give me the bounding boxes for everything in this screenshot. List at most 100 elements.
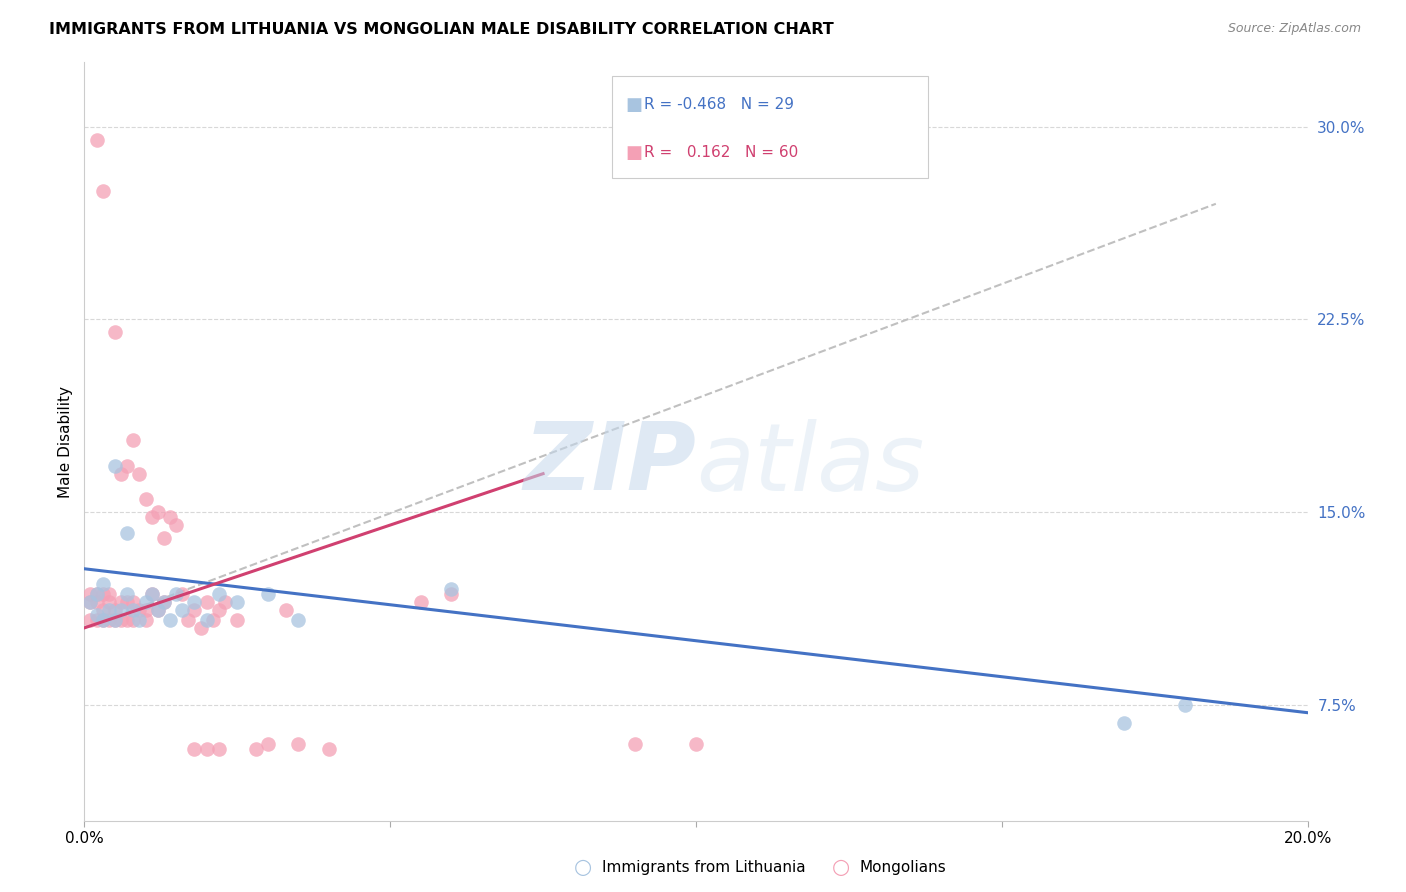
Text: IMMIGRANTS FROM LITHUANIA VS MONGOLIAN MALE DISABILITY CORRELATION CHART: IMMIGRANTS FROM LITHUANIA VS MONGOLIAN M… xyxy=(49,22,834,37)
Point xyxy=(409,595,432,609)
Point xyxy=(86,595,108,609)
Point xyxy=(318,741,340,756)
Point xyxy=(685,737,707,751)
Point xyxy=(172,603,194,617)
Text: ○: ○ xyxy=(832,857,849,877)
Point xyxy=(97,595,120,609)
Point xyxy=(135,492,157,507)
Point xyxy=(153,595,176,609)
Point xyxy=(226,595,249,609)
Point xyxy=(97,587,120,601)
Point xyxy=(110,613,132,627)
Point xyxy=(110,603,132,617)
Point xyxy=(135,595,157,609)
Point xyxy=(141,587,163,601)
Point xyxy=(86,132,108,146)
Point xyxy=(146,505,169,519)
Point xyxy=(104,326,127,340)
Point xyxy=(440,587,463,601)
Point xyxy=(128,603,150,617)
Point xyxy=(190,621,212,635)
Point xyxy=(177,613,200,627)
Point xyxy=(104,603,127,617)
Point xyxy=(122,434,145,448)
Point xyxy=(183,603,205,617)
Point xyxy=(115,587,138,601)
Point xyxy=(276,603,298,617)
Point xyxy=(208,587,231,601)
Point xyxy=(115,595,138,609)
Point xyxy=(86,607,108,622)
Point xyxy=(165,518,187,533)
Point xyxy=(128,467,150,481)
Point xyxy=(91,613,114,627)
Point xyxy=(153,531,176,545)
Point xyxy=(91,577,114,591)
Point xyxy=(172,587,194,601)
Point xyxy=(1114,716,1136,731)
Point xyxy=(122,595,145,609)
Point xyxy=(115,613,138,627)
Text: R =   0.162   N = 60: R = 0.162 N = 60 xyxy=(644,145,799,161)
Point xyxy=(153,595,176,609)
Point xyxy=(146,603,169,617)
Point xyxy=(624,737,647,751)
Point xyxy=(110,595,132,609)
Point xyxy=(86,587,108,601)
Point xyxy=(91,603,114,617)
Point xyxy=(245,741,267,756)
Point xyxy=(91,587,114,601)
Point xyxy=(183,595,205,609)
Point xyxy=(79,613,101,627)
Point xyxy=(97,613,120,627)
Point xyxy=(146,603,169,617)
Point xyxy=(208,603,231,617)
Point xyxy=(1174,698,1197,712)
Point xyxy=(214,595,236,609)
Point xyxy=(104,613,127,627)
Point xyxy=(201,613,224,627)
Point xyxy=(115,458,138,473)
Point xyxy=(165,587,187,601)
Point xyxy=(287,737,309,751)
Point xyxy=(91,613,114,627)
Point xyxy=(159,613,181,627)
Text: ■: ■ xyxy=(626,95,643,113)
Point xyxy=(287,613,309,627)
Text: atlas: atlas xyxy=(696,418,924,510)
Point xyxy=(104,458,127,473)
Point xyxy=(122,613,145,627)
Point xyxy=(208,741,231,756)
Point xyxy=(91,184,114,198)
Point xyxy=(195,613,218,627)
Text: ○: ○ xyxy=(575,857,592,877)
Text: Immigrants from Lithuania: Immigrants from Lithuania xyxy=(602,860,806,874)
Point xyxy=(128,613,150,627)
Point xyxy=(122,603,145,617)
Text: Source: ZipAtlas.com: Source: ZipAtlas.com xyxy=(1227,22,1361,36)
Point xyxy=(159,510,181,524)
Point xyxy=(135,603,157,617)
Text: Mongolians: Mongolians xyxy=(859,860,946,874)
Point xyxy=(97,603,120,617)
Point xyxy=(183,741,205,756)
Point xyxy=(79,595,101,609)
Point xyxy=(141,510,163,524)
Point xyxy=(440,582,463,597)
Point xyxy=(104,613,127,627)
Point xyxy=(257,737,280,751)
Y-axis label: Male Disability: Male Disability xyxy=(58,385,73,498)
Point xyxy=(79,595,101,609)
Point xyxy=(195,595,218,609)
Text: ■: ■ xyxy=(626,144,643,161)
Point xyxy=(86,613,108,627)
Point xyxy=(135,613,157,627)
Point xyxy=(110,467,132,481)
Point xyxy=(195,741,218,756)
Point xyxy=(86,587,108,601)
Point xyxy=(226,613,249,627)
Text: ZIP: ZIP xyxy=(523,418,696,510)
Point xyxy=(141,587,163,601)
Point xyxy=(257,587,280,601)
Point xyxy=(115,525,138,540)
